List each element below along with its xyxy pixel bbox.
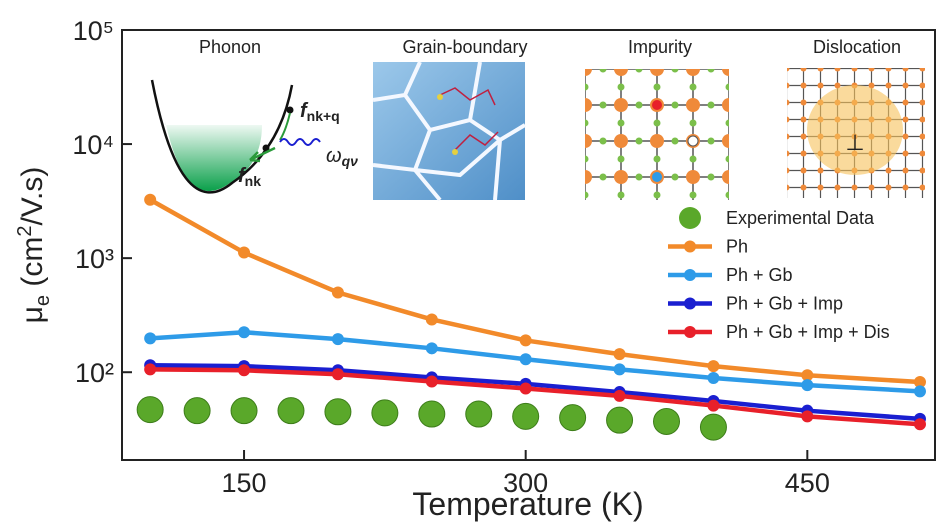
data-point xyxy=(238,247,250,259)
data-point xyxy=(707,372,719,384)
data-point xyxy=(801,379,813,391)
annotation-part: nk xyxy=(245,173,262,189)
legend-label: Ph + Gb xyxy=(726,265,793,285)
data-point xyxy=(137,397,163,423)
data-point xyxy=(707,400,719,412)
y-title-part: e xyxy=(32,295,54,306)
y-title-part: μ xyxy=(16,306,49,323)
legend-marker xyxy=(684,269,696,281)
annotation: ωqν xyxy=(326,145,358,169)
data-point xyxy=(614,390,626,402)
legend-label: Experimental Data xyxy=(726,208,875,228)
data-point xyxy=(520,382,532,394)
annotation-part: ω xyxy=(326,145,342,167)
data-point xyxy=(707,360,719,372)
y-title-part: /V.s) xyxy=(16,167,49,226)
grain-boundary-inset xyxy=(373,62,525,200)
y-axis-title: μe (cm2/V.s) xyxy=(14,167,54,324)
inset-title: Dislocation xyxy=(813,37,901,57)
data-point xyxy=(278,398,304,424)
data-point xyxy=(144,332,156,344)
legend-marker xyxy=(684,241,696,253)
inset-title: Impurity xyxy=(628,37,692,57)
data-point xyxy=(914,418,926,430)
data-point xyxy=(560,405,586,431)
data-point xyxy=(372,400,398,426)
legend-label: Ph + Gb + Imp xyxy=(726,294,843,314)
data-point xyxy=(513,403,539,429)
x-tick-label: 300 xyxy=(503,468,548,498)
inset-title: Grain-boundary xyxy=(402,37,527,57)
data-point xyxy=(426,313,438,325)
y-tick-label: 10⁵ xyxy=(73,16,114,46)
data-point xyxy=(700,414,726,440)
data-point xyxy=(144,363,156,375)
data-point xyxy=(466,401,492,427)
y-title-part: (cm xyxy=(16,237,49,295)
data-point xyxy=(801,410,813,422)
legend-marker xyxy=(684,326,696,338)
legend-marker xyxy=(679,207,701,229)
legend-label: Ph xyxy=(726,237,748,257)
dislocation-inset: ⊥ xyxy=(787,68,925,198)
x-tick-label: 150 xyxy=(222,468,267,498)
annotation: fnk+q xyxy=(300,100,340,124)
data-point xyxy=(520,353,532,365)
chart: ⊥ Temperature (K) μe (cm2/V.s) Phonon Gr… xyxy=(0,0,943,529)
data-point xyxy=(520,334,532,346)
impurity-inset xyxy=(585,69,729,200)
data-point xyxy=(184,398,210,424)
data-point xyxy=(419,401,445,427)
data-point xyxy=(144,194,156,206)
annotation-part: qν xyxy=(342,153,359,169)
legend-marker xyxy=(684,298,696,310)
y-tick-label: 10⁴ xyxy=(72,130,114,160)
annotation-part: nk+q xyxy=(307,108,340,124)
data-point xyxy=(332,286,344,298)
phonon-inset xyxy=(152,80,320,192)
y-tick-label: 10³ xyxy=(75,244,114,274)
data-point xyxy=(238,364,250,376)
data-point xyxy=(231,398,257,424)
x-tick-label: 450 xyxy=(785,468,830,498)
data-point xyxy=(607,407,633,433)
data-point xyxy=(332,368,344,380)
y-title-part: 2 xyxy=(14,226,36,237)
legend-label: Ph + Gb + Imp + Dis xyxy=(726,322,890,342)
data-point xyxy=(654,408,680,434)
data-point xyxy=(614,363,626,375)
data-point xyxy=(238,326,250,338)
data-point xyxy=(332,333,344,345)
svg-text:⊥: ⊥ xyxy=(845,130,864,155)
data-point xyxy=(614,348,626,360)
data-point xyxy=(914,385,926,397)
inset-title: Phonon xyxy=(199,37,261,57)
data-point xyxy=(426,342,438,354)
data-point xyxy=(426,375,438,387)
y-tick-label: 10² xyxy=(75,358,114,388)
data-point xyxy=(325,399,351,425)
